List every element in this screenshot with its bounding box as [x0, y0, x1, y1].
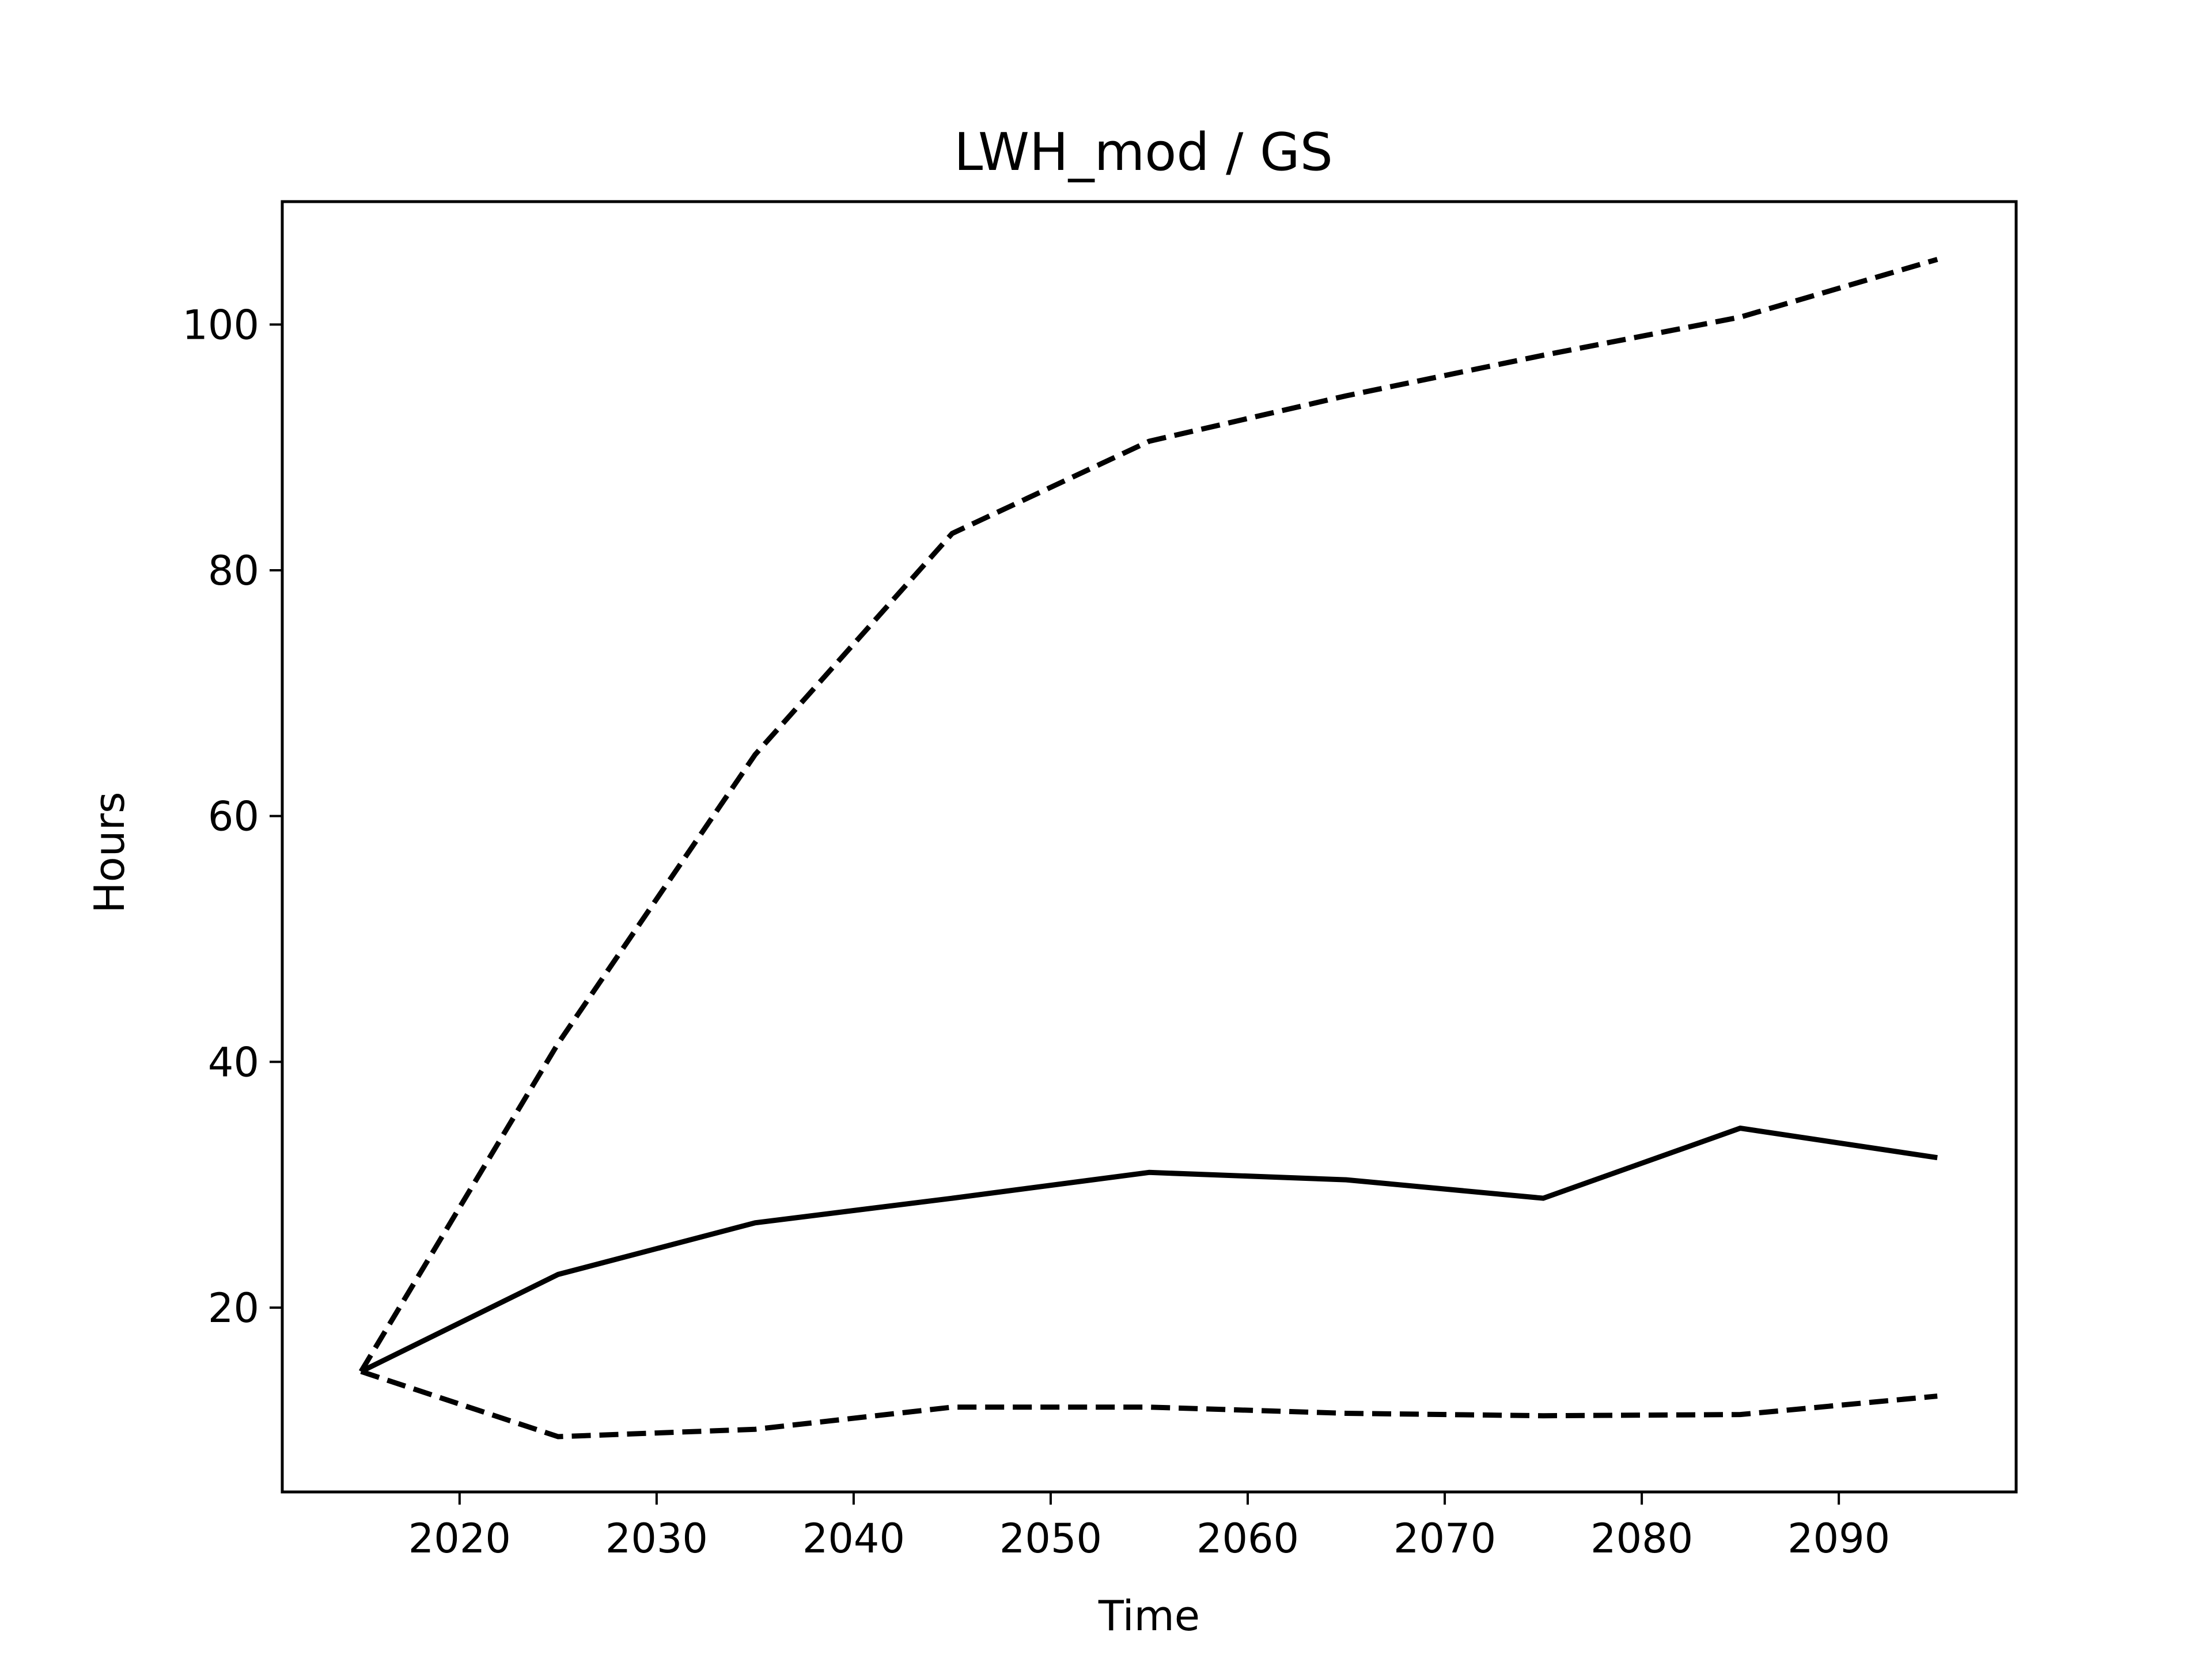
x-tick-label: 2080 — [1590, 1515, 1693, 1562]
plot-area — [358, 256, 1938, 1440]
x-tick-label: 2070 — [1393, 1515, 1496, 1562]
y-tick-label: 60 — [208, 793, 259, 840]
y-tick-label: 20 — [208, 1285, 259, 1332]
y-tick-label: 100 — [182, 301, 259, 349]
y-axis-ticks: 20 40 60 80 100 — [182, 301, 282, 1332]
x-axis-label: Time — [1098, 1592, 1200, 1640]
x-tick-label: 2040 — [802, 1515, 905, 1562]
x-tick-label: 2020 — [408, 1515, 511, 1562]
series-line-1 — [358, 256, 1938, 1373]
x-axis-ticks: 2020 2030 2040 2050 2060 2070 2080 2090 — [408, 1492, 1890, 1562]
x-tick-label: 2090 — [1787, 1515, 1890, 1562]
series-line-2 — [360, 1369, 1938, 1440]
y-axis-label: Hours — [85, 792, 134, 914]
series-line-0 — [359, 1125, 1938, 1374]
axes-frame — [281, 200, 2018, 1494]
x-tick-label: 2050 — [999, 1515, 1102, 1562]
y-tick-label: 80 — [208, 547, 259, 594]
y-tick-label: 40 — [208, 1039, 259, 1086]
chart-title: LWH_mod / GS — [954, 122, 1333, 183]
x-tick-label: 2060 — [1196, 1515, 1299, 1562]
x-tick-label: 2030 — [605, 1515, 708, 1562]
